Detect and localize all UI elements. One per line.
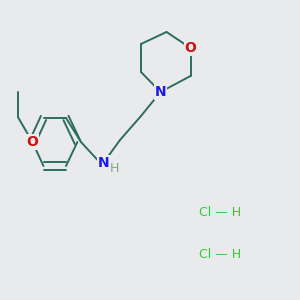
Text: Cl — H: Cl — H [200,206,242,218]
Text: O: O [184,41,196,55]
Text: N: N [98,156,109,170]
Text: H: H [110,162,119,175]
Text: N: N [155,85,166,99]
Text: Cl — H: Cl — H [200,248,242,260]
Text: O: O [26,135,38,149]
